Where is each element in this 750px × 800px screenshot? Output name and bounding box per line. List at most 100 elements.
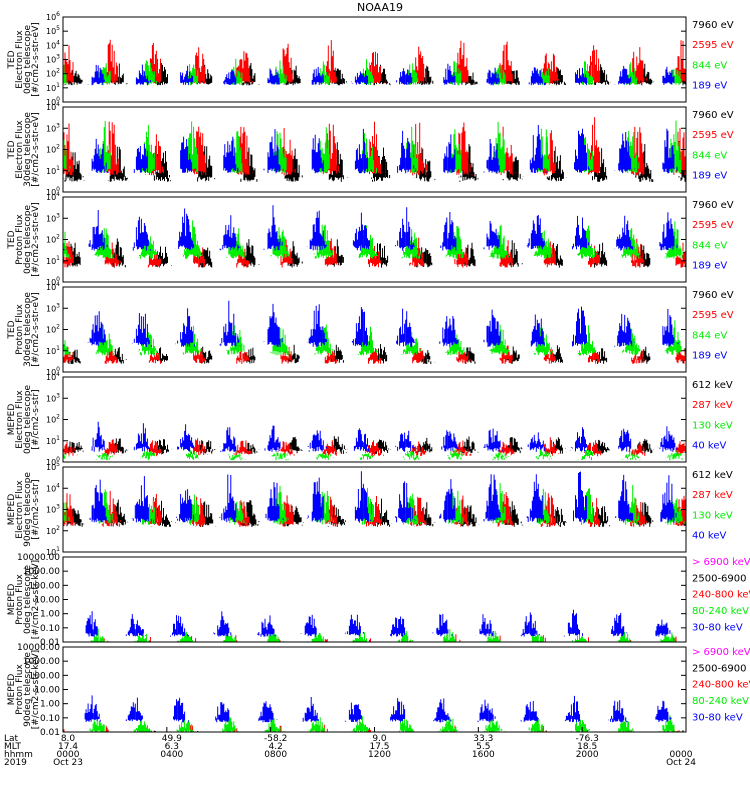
y-tick-label: 100.00	[29, 581, 61, 591]
x-tick-label: 1600	[472, 750, 495, 760]
y-tick-label: 10000.00	[17, 553, 60, 563]
y-tick-label: 105	[46, 25, 60, 36]
x-tick-label: 49.9	[162, 734, 182, 744]
legend-entry: 40 keV	[692, 531, 726, 542]
y-tick-label: 104	[46, 191, 60, 202]
panel-frame	[62, 556, 687, 643]
legend-entry: > 6900 keV	[692, 557, 750, 568]
series-trace	[63, 643, 685, 659]
x-tick-label: 8.0	[61, 734, 76, 744]
y-tick-label: 104	[46, 101, 60, 112]
y-tick-label: 1000.00	[23, 567, 60, 577]
x-row-label: MLT	[4, 742, 22, 752]
x-row-label: Lat	[4, 734, 19, 744]
y-tick-label: 0.10	[40, 624, 60, 634]
x-tick-label: 0800	[264, 750, 287, 760]
y-tick-label: 1000.00	[23, 657, 60, 667]
x-tick-label: 6.3	[165, 742, 179, 752]
x-tick-label: 33.3	[473, 734, 493, 744]
legend-entry: 2595 eV	[692, 310, 734, 321]
panel-2: 100 101 102 103 104 TEDElectron Flux30deg tel…	[7, 101, 734, 197]
legend-entry: 80-240 keV	[692, 606, 749, 617]
y-tick-label: 100.00	[29, 671, 61, 681]
x-tick-label: 9.0	[372, 734, 387, 744]
panel-frame	[62, 646, 687, 733]
legend-entry: 130 keV	[692, 420, 733, 431]
panel-1: 100 101 102 103 104 105 106 TEDElectron Flux0de…	[7, 11, 734, 107]
legend-entry: 7960 eV	[692, 110, 734, 121]
y-tick-label: 101	[46, 165, 60, 176]
y-tick-label: 1.00	[40, 610, 60, 620]
legend-entry: 844 eV	[692, 150, 727, 161]
series-trace	[63, 300, 679, 347]
y-tick-label: 0.01	[40, 638, 60, 648]
y-tick-label: 100	[46, 276, 60, 287]
x-tick-label: Oct 24	[666, 758, 696, 768]
y-tick-label: 106	[46, 11, 60, 22]
series-trace	[84, 695, 672, 723]
legend-entry: 240-800 keV	[692, 680, 750, 691]
y-axis-label: MEPEDProton Flux90deg telescope[#/cm2-s-…	[7, 650, 41, 729]
y-axis-label: TEDProton Flux0deg telescope[#/cm2-s-str…	[7, 202, 41, 277]
series-trace	[63, 63, 675, 86]
x-tick-label: 4.2	[269, 742, 283, 752]
x-tick-label: 0400	[160, 750, 183, 760]
panel-5: 100 101 102 103 104 MEPEDElectron Flux0deg te…	[7, 371, 733, 467]
y-tick-label: 10.00	[34, 596, 60, 606]
y-tick-label: 103	[46, 122, 60, 133]
y-tick-label: 102	[46, 68, 60, 79]
legend-entry: 7960 eV	[692, 290, 734, 301]
legend-entry: 844 eV	[692, 60, 727, 71]
legend-entry: 2500-6900	[692, 573, 747, 584]
legend-entry: 844 eV	[692, 240, 727, 251]
y-tick-label: 100	[46, 366, 60, 377]
legend-entry: 612 keV	[692, 380, 733, 391]
panel-8: 0.01 0.10 1.00 10.00 100.00 1000.00 10000.00ME…	[7, 643, 750, 738]
y-axis-label: MEPEDElectron Flux90deg telescope[#/cm2-…	[7, 472, 41, 547]
series-trace	[63, 437, 686, 457]
y-tick-label: 102	[46, 324, 60, 335]
series-trace	[90, 628, 678, 642]
y-tick-label: 100	[46, 456, 60, 467]
y-tick-label: 101	[46, 546, 60, 557]
series-trace	[63, 125, 680, 174]
legend-entry: 7960 eV	[692, 20, 734, 31]
legend-entry: 2595 eV	[692, 130, 734, 141]
y-axis-label: MEPEDElectron Flux0deg telescope[#/cm2-s…	[7, 385, 41, 455]
x-row-label: 2019	[4, 758, 27, 768]
legend-entry: 7960 eV	[692, 200, 734, 211]
legend-entry: 189 eV	[692, 261, 727, 272]
y-tick-label: 105	[46, 461, 60, 472]
y-tick-label: 100	[46, 186, 60, 197]
x-tick-label: -58.2	[264, 734, 287, 744]
series-trace	[85, 609, 673, 637]
legend-entry: 30-80 keV	[692, 712, 743, 723]
panel-frame	[62, 196, 687, 283]
panels: 100 101 102 103 104 105 106 TEDElectron Flux0de…	[7, 11, 750, 738]
x-tick-label: 17.5	[369, 742, 389, 752]
x-tick-label: 18.5	[577, 742, 597, 752]
panel-7: 0.010.101.0010.00100.001000.0010000.00ME…	[7, 553, 750, 659]
x-row-label: hhmm	[4, 750, 33, 760]
x-tick-label: 0000	[57, 750, 80, 760]
legend-entry: 2595 eV	[692, 220, 734, 231]
x-tick-label: 0000	[670, 750, 693, 760]
x-tick-label: Oct 23	[53, 758, 83, 768]
y-tick-label: 102	[46, 234, 60, 245]
legend-entry: 189 eV	[692, 351, 727, 362]
series-trace	[63, 345, 686, 364]
y-tick-label: 101	[46, 345, 60, 356]
y-tick-label: 102	[46, 525, 60, 536]
panel-4: 100 101 102 103 104 TEDProton Flux30deg teles…	[7, 281, 734, 377]
y-tick-label: 103	[46, 212, 60, 223]
y-tick-label: 10.00	[34, 686, 60, 696]
legend-entry: 30-80 keV	[692, 622, 743, 633]
series-trace	[63, 220, 686, 259]
y-tick-label: 104	[46, 281, 60, 292]
y-tick-label: 104	[46, 371, 60, 382]
y-tick-label: 0.10	[40, 714, 60, 724]
y-tick-label: 10000.00	[17, 643, 60, 653]
chart-title: NOAA19	[357, 1, 403, 14]
